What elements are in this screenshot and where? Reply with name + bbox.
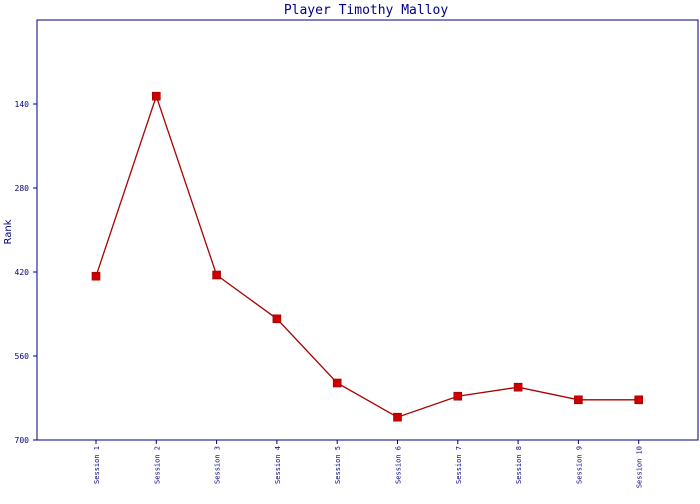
plot-area-frame: [36, 19, 699, 441]
x-tick-label: Session 9: [575, 446, 583, 484]
x-tick-label: Session 8: [515, 446, 523, 484]
y-tick-label: 280: [15, 184, 30, 193]
data-point-3: [212, 270, 221, 280]
y-tick-label: 420: [15, 268, 30, 277]
data-point-5: [332, 378, 342, 388]
chart-title: Player Timothy Malloy: [284, 3, 449, 18]
y-axis-label: Rank: [3, 219, 14, 244]
data-point-9: [574, 395, 583, 405]
series-line: [95, 94, 639, 418]
x-tick-label: Session 1: [93, 446, 101, 484]
x-axis-ticks: Session 1 Session 2 Session 3 Session 4 Sess…: [93, 440, 644, 488]
x-tick-label: Session 10: [636, 446, 644, 488]
x-tick-label: Session 7: [455, 446, 463, 484]
data-point-10: [634, 395, 644, 405]
y-axis-ticks: 140 280 420 560 700: [15, 100, 37, 445]
y-tick-label: 140: [15, 100, 30, 109]
x-tick-label: Session 4: [274, 446, 282, 484]
data-point-7: [453, 391, 463, 401]
series-layer: [91, 91, 644, 422]
y-tick-label: 560: [15, 352, 30, 361]
x-tick-label: Session 5: [334, 446, 342, 484]
y-tick-label: 700: [15, 436, 30, 445]
data-point-6: [393, 412, 402, 422]
data-point-4: [272, 314, 282, 324]
data-point-2: [152, 91, 161, 101]
data-point-1: [91, 271, 101, 281]
x-tick-label: Session 3: [214, 446, 222, 484]
x-tick-label: Session 2: [153, 446, 161, 484]
data-point-8: [513, 382, 523, 392]
x-tick-label: Session 6: [395, 446, 403, 484]
